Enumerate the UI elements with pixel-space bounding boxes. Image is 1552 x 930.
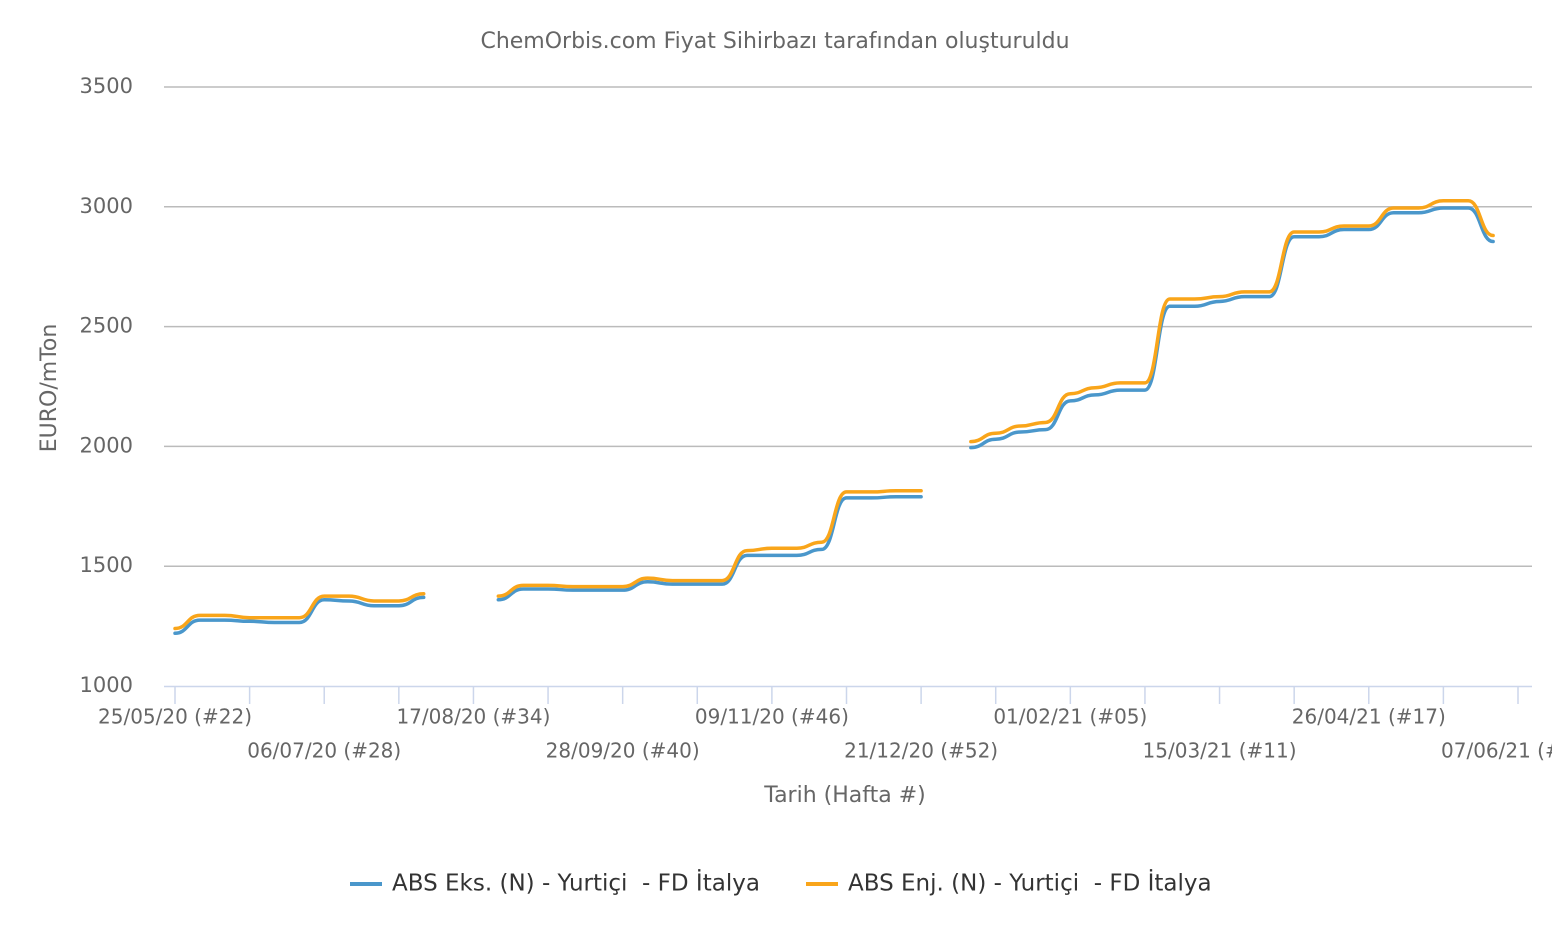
x-tick-label: 07/06/21 (#23) bbox=[1441, 739, 1552, 763]
legend-label: ABS Eks. (N) - Yurtiçi - FD İtalya bbox=[392, 869, 760, 897]
x-tick-label: 28/09/20 (#40) bbox=[546, 739, 700, 763]
legend-label: ABS Enj. (N) - Yurtiçi - FD İtalya bbox=[848, 869, 1212, 897]
x-axis-title: Tarih (Hafta #) bbox=[763, 783, 925, 808]
y-axis-title: EURO/mTon bbox=[37, 324, 62, 453]
series-line bbox=[173, 206, 1495, 636]
x-tick-label: 17/08/20 (#34) bbox=[396, 705, 550, 729]
y-tick-label: 2000 bbox=[80, 433, 133, 457]
x-tick-label: 21/12/20 (#52) bbox=[844, 739, 998, 763]
x-tick-label: 26/04/21 (#17) bbox=[1292, 705, 1446, 729]
y-tick-label: 2500 bbox=[80, 314, 133, 338]
y-tick-label: 1500 bbox=[80, 553, 133, 577]
x-tick-label: 09/11/20 (#46) bbox=[695, 705, 849, 729]
series-line bbox=[173, 199, 1495, 631]
x-tick-label: 01/02/21 (#05) bbox=[993, 705, 1147, 729]
y-tick-label: 3000 bbox=[80, 194, 133, 218]
x-tick-label: 15/03/21 (#11) bbox=[1143, 739, 1297, 763]
y-tick-label: 3500 bbox=[80, 74, 133, 98]
x-tick-label: 06/07/20 (#28) bbox=[247, 739, 401, 763]
x-tick-label: 25/05/20 (#22) bbox=[98, 705, 252, 729]
y-tick-label: 1000 bbox=[80, 673, 133, 697]
chart-title: ChemOrbis.com Fiyat Sihirbazı tarafından… bbox=[480, 29, 1069, 54]
